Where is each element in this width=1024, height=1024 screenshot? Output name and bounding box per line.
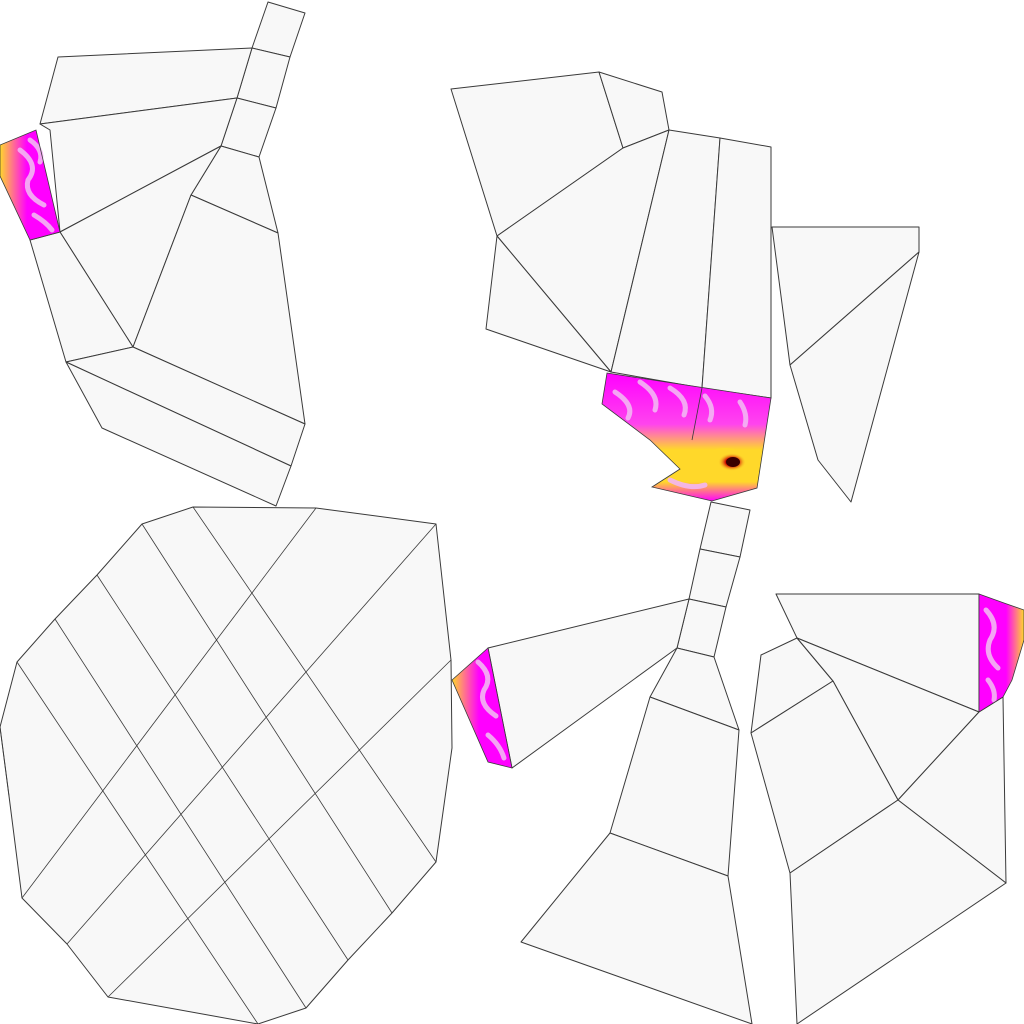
uv-face (789, 251, 920, 503)
painted-eye-patch (601, 372, 772, 502)
uv-face (789, 799, 1007, 1024)
uv-island-top-left (0, 1, 306, 507)
uv-face (0, 506, 453, 1024)
uv-face (699, 501, 751, 558)
uv-face (688, 548, 741, 608)
painted-stripe-patch (451, 647, 513, 769)
uv-face (251, 1, 306, 58)
painted-stripe-patch (978, 593, 1024, 713)
uv-island-top-right (450, 71, 920, 503)
uv-island-bottom-left (0, 506, 453, 1024)
uv-face (485, 235, 612, 373)
uv-island-bottom-right (750, 593, 1024, 1024)
uv-face (65, 361, 292, 507)
uv-island-bottom-middle (451, 501, 753, 1024)
painted-stripe-patch (0, 129, 61, 241)
uv-face (520, 832, 753, 1024)
